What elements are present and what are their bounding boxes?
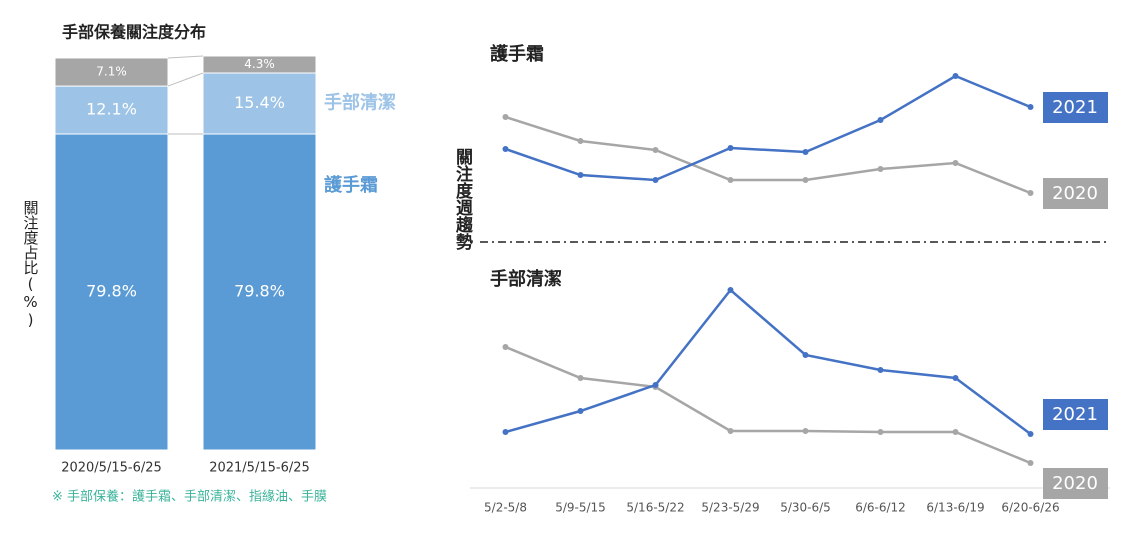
- panel-title: 手部清潔: [490, 268, 562, 290]
- value-label: 7.1%: [96, 65, 127, 79]
- x-tick-label: 5/23-5/29: [701, 501, 759, 515]
- x-tick-label: 5/30-6/5: [780, 501, 831, 515]
- legend-box: [1043, 399, 1108, 430]
- point: [502, 344, 509, 350]
- point: [877, 367, 884, 373]
- point: [952, 73, 959, 79]
- point: [1027, 104, 1034, 110]
- x-tick-label: 6/13-6/19: [926, 501, 984, 515]
- value-label: 15.4%: [234, 93, 285, 112]
- bar-segment: [202, 55, 317, 74]
- point: [802, 149, 809, 155]
- value-label: 12.1%: [86, 100, 137, 119]
- legend-box: [1043, 92, 1108, 123]
- point: [952, 429, 959, 435]
- x-tick-label: 5/9-5/15: [555, 501, 606, 515]
- bar-segment: [54, 85, 169, 135]
- point: [952, 160, 959, 166]
- value-label: 4.3%: [244, 57, 275, 71]
- point: [1027, 460, 1034, 466]
- chart-title: 手部保養關注度分布: [62, 23, 206, 42]
- line: [505, 345, 1031, 465]
- bar-segment: [54, 57, 169, 87]
- point: [502, 429, 509, 435]
- x-tick-label: 5/2-5/8: [484, 501, 527, 515]
- y-axis-label: 關注度占比(%): [22, 200, 40, 329]
- line: [505, 288, 1032, 436]
- legend-box: [1043, 178, 1108, 209]
- value-label: 79.8%: [234, 281, 285, 300]
- panel-title: 護手霜: [490, 43, 544, 65]
- point: [577, 172, 584, 178]
- legend-label: 手部清潔: [324, 92, 396, 114]
- point: [802, 177, 809, 183]
- point: [652, 177, 659, 183]
- point: [877, 429, 884, 435]
- point: [1027, 190, 1034, 196]
- point: [727, 428, 734, 434]
- point: [1027, 431, 1034, 437]
- connector: [167, 55, 204, 59]
- point: [577, 138, 584, 144]
- footnote: ※ 手部保養：護手霜、手部清潔、指緣油、手膜: [52, 489, 327, 505]
- line: [505, 74, 1031, 182]
- bar-segment: [202, 72, 317, 135]
- x-tick-label: 6/6-6/12: [855, 501, 906, 515]
- legend-label: 2021: [1052, 97, 1098, 118]
- legend-label: 2020: [1052, 183, 1098, 204]
- point: [802, 352, 809, 358]
- x-tick-label: 2021/5/15-6/25: [209, 461, 310, 476]
- point: [502, 114, 509, 120]
- point: [877, 166, 884, 172]
- legend-label: 2020: [1052, 473, 1098, 494]
- point: [502, 146, 509, 152]
- legend-label: 護手霜: [324, 174, 378, 196]
- point: [652, 147, 659, 153]
- point: [802, 428, 809, 434]
- value-label: 79.8%: [86, 281, 137, 300]
- point: [652, 382, 659, 388]
- point: [577, 375, 584, 381]
- x-tick-label: 6/20-6/26: [1001, 501, 1059, 515]
- connector: [167, 72, 204, 87]
- legend-label: 2021: [1052, 404, 1098, 425]
- legend-box: [1043, 468, 1108, 499]
- bar-segment: [202, 133, 317, 451]
- point: [727, 145, 734, 151]
- point: [877, 117, 884, 123]
- point: [727, 177, 734, 183]
- point: [577, 408, 584, 414]
- x-tick-label: 5/16-5/22: [626, 501, 684, 515]
- x-tick-label: 2020/5/15-6/25: [61, 461, 162, 476]
- line: [505, 115, 1031, 195]
- y-axis-label: 關注度週趨勢: [452, 148, 474, 251]
- point: [727, 287, 734, 293]
- point: [952, 375, 959, 381]
